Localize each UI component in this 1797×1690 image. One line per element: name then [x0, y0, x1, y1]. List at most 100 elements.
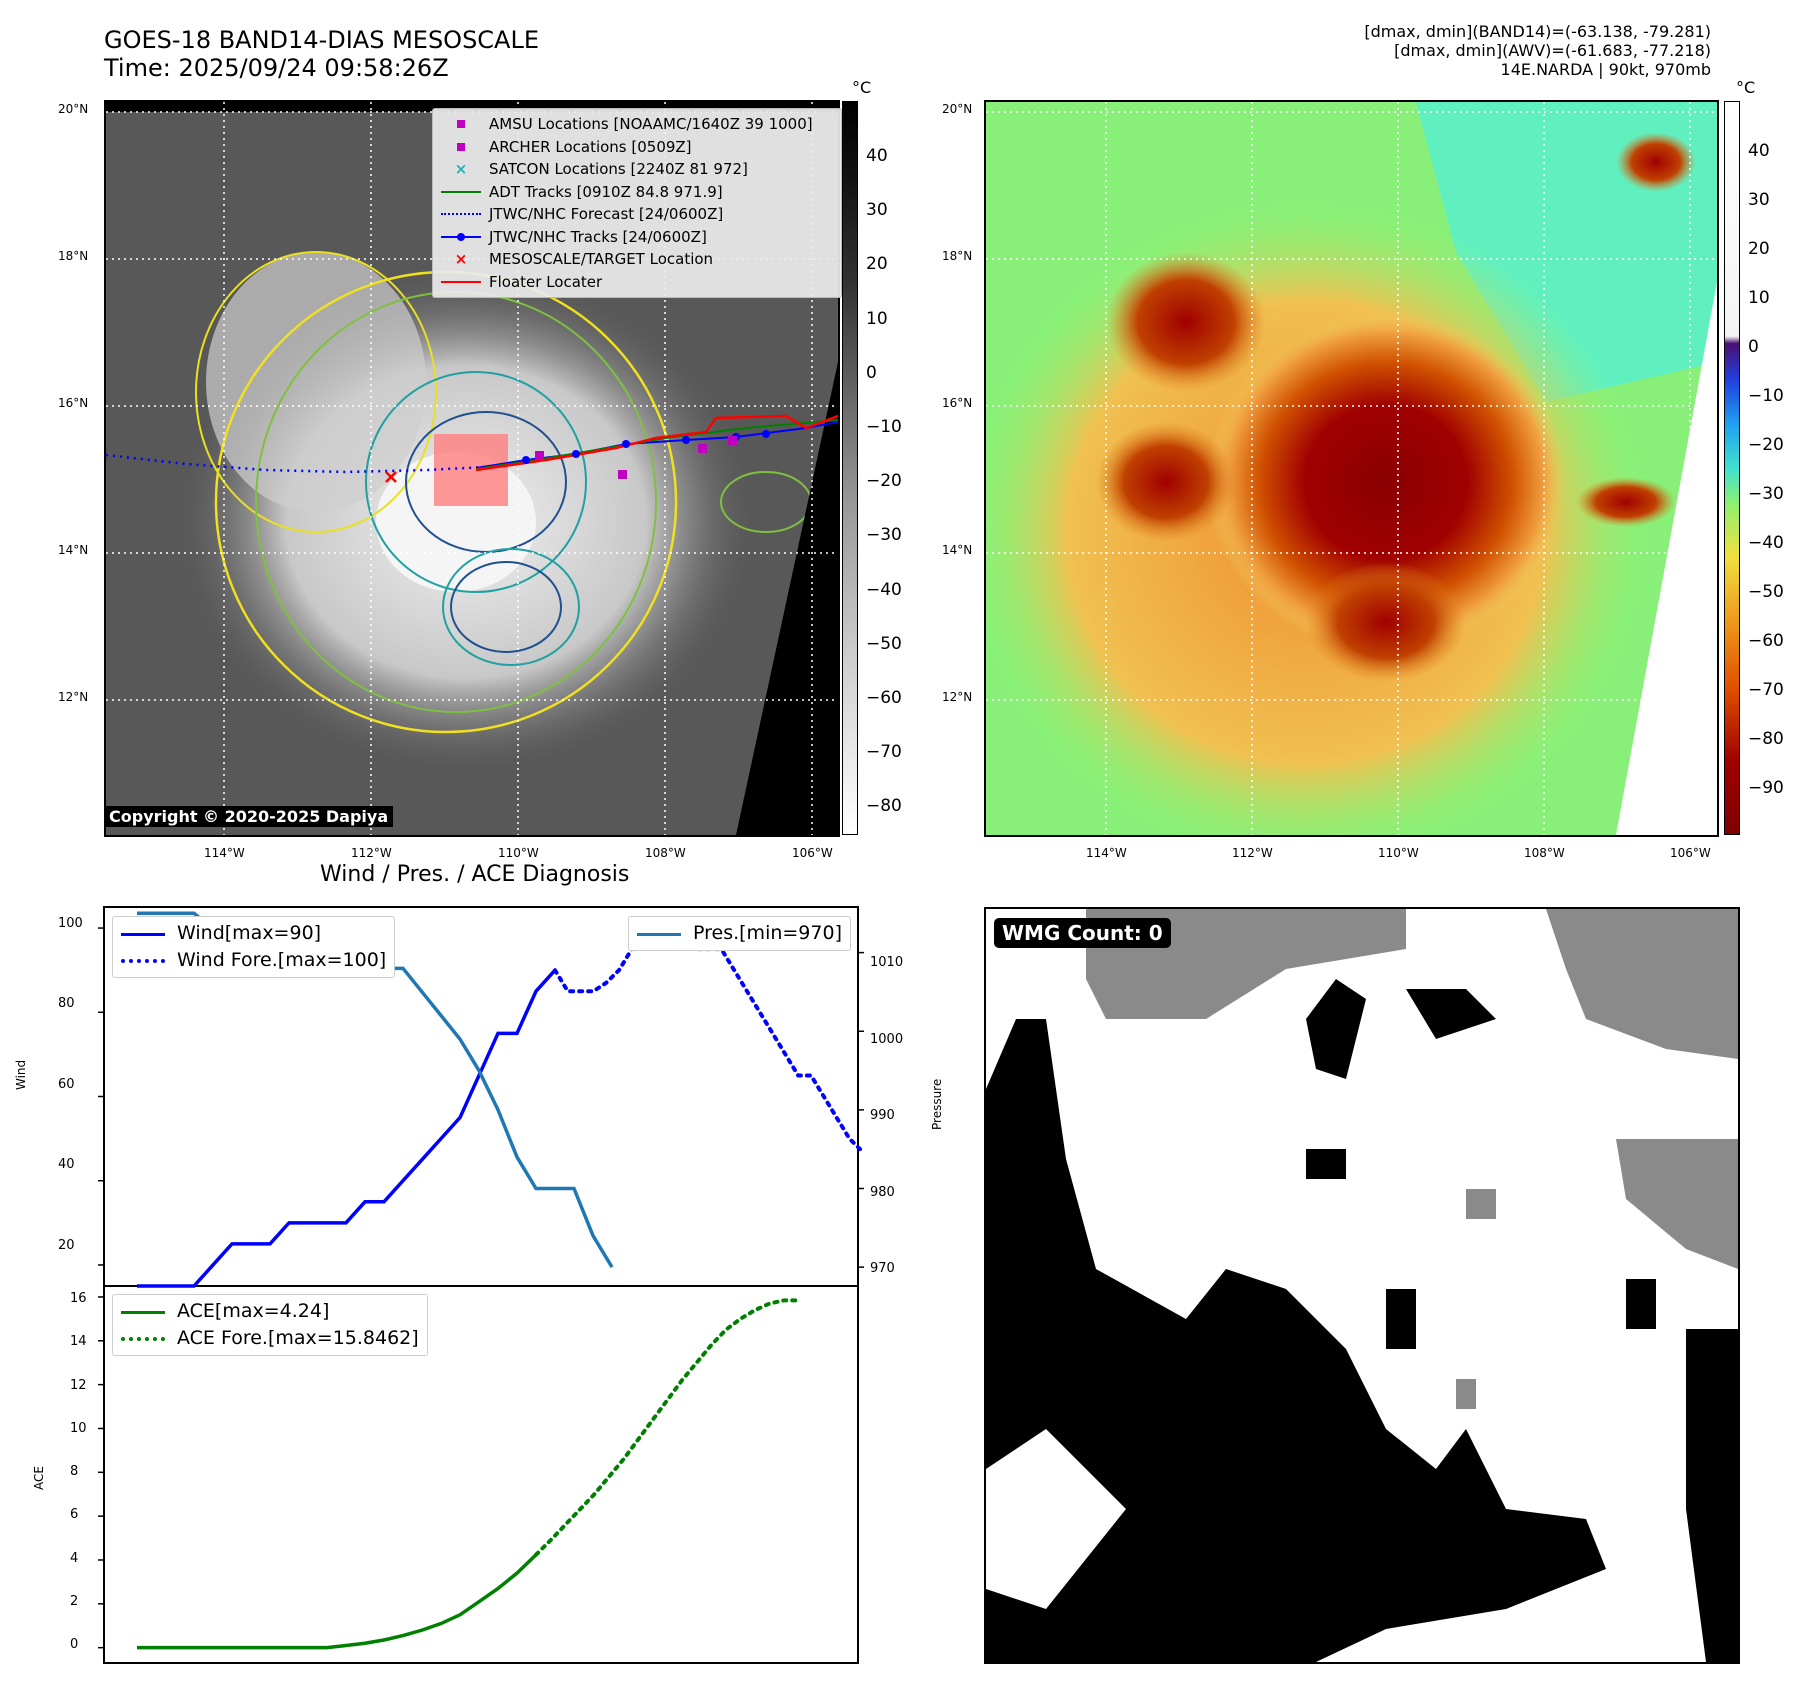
awv-cbar-tick: −60 [1748, 631, 1784, 651]
ir-lon-106: 106°W [792, 846, 833, 860]
pres-tick: 980 [870, 1185, 895, 1200]
awv-lat-16: 16°N [942, 396, 973, 410]
ir-lon-110: 110°W [498, 846, 539, 860]
ace-tick: 14 [70, 1334, 87, 1349]
legend-ace-label: ACE[max=4.24] [177, 1300, 330, 1322]
awv-map-svg [986, 102, 1717, 835]
wind-forecast-line [553, 926, 865, 1154]
awv-cbar-tick: 0 [1748, 337, 1759, 357]
wind-line [137, 968, 557, 1288]
pres-tick: 1010 [870, 955, 904, 970]
awv-cell-w [1096, 422, 1236, 542]
ace-tick: 12 [70, 1378, 87, 1393]
blue-dotted-line-icon [121, 956, 165, 966]
ir-lat-20: 20°N [58, 102, 89, 116]
awv-colorbar [1724, 101, 1740, 835]
wmg-white-pocket [986, 1429, 1126, 1609]
wind-tick: 20 [58, 1238, 75, 1253]
awv-cell-e [1576, 477, 1676, 527]
awv-cbar-tick: 10 [1748, 288, 1770, 308]
steelblue-line-icon [637, 929, 681, 939]
awv-nodata-wedge [1616, 282, 1717, 835]
wmg-mask-svg [986, 909, 1738, 1662]
ir-lat-14: 14°N [58, 543, 89, 557]
legend-pres-label: Pres.[min=970] [693, 922, 842, 944]
ace-legend: ACE[max=4.24] ACE Fore.[max=15.8462] [112, 1294, 428, 1356]
green-line-icon [121, 1307, 165, 1317]
diagnosis-title: Wind / Pres. / ACE Diagnosis [320, 862, 630, 887]
awv-lat-12: 12°N [942, 690, 973, 704]
legend-adt-label: ADT Tracks [0910Z 84.8 971.9] [489, 182, 723, 201]
legend-jtwc-tracks-label: JTWC/NHC Tracks [24/0600Z] [489, 227, 707, 246]
ace-tick: 8 [70, 1464, 79, 1479]
green-line-icon [441, 185, 481, 199]
awv-lon-106: 106°W [1670, 846, 1711, 860]
ir-colorbar [842, 101, 858, 835]
awv-cbar-tick: −30 [1748, 484, 1784, 504]
ir-cbar-tick: −40 [866, 580, 902, 600]
ir-colorbar-unit: °C [852, 78, 872, 97]
legend-satcon-label: SATCON Locations [2240Z 81 972] [489, 160, 748, 178]
pressure-legend: Pres.[min=970] [628, 916, 851, 951]
legend-archer-label: ARCHER Locations [0509Z] [489, 137, 692, 156]
awv-cell-ne [1616, 132, 1696, 192]
stats-header: [dmax, dmin](BAND14)=(-63.138, -79.281) … [1364, 22, 1711, 79]
awv-cbar-tick: −10 [1748, 386, 1784, 406]
wmg-count-badge: WMG Count: 0 [994, 918, 1171, 948]
wmg-mask-panel [984, 907, 1740, 1664]
awv-cell-s [1306, 562, 1466, 682]
ir-lon-112: 112°W [351, 846, 392, 860]
awv-lon-114: 114°W [1086, 846, 1127, 860]
awv-lon-112: 112°W [1232, 846, 1273, 860]
ir-cbar-tick: 10 [866, 309, 888, 329]
awv-lon-110: 110°W [1378, 846, 1419, 860]
wind-axis-label: Wind [14, 1059, 28, 1090]
ir-nodata-wedge [736, 102, 838, 835]
awv-lon-labels: 114°W 112°W 110°W 108°W 106°W [984, 846, 1719, 862]
legend-jtwc-forecast: JTWC/NHC Forecast [24/0600Z] [441, 203, 833, 226]
title-line1: GOES-18 BAND14-DIAS MESOSCALE [104, 26, 540, 54]
ir-lat-12: 12°N [58, 690, 89, 704]
ir-cbar-tick: −80 [866, 796, 902, 816]
ir-cbar-tick: −50 [866, 634, 902, 654]
mesoscale-target-marker [385, 471, 397, 483]
ir-legend: AMSU Locations [NOAAMC/1640Z 39 1000] AR… [432, 108, 842, 298]
floater-locater-track [475, 414, 838, 472]
awv-map [984, 100, 1719, 837]
legend-amsu-label: AMSU Locations [NOAAMC/1640Z 39 1000] [489, 115, 813, 133]
ir-cbar-tick: −70 [866, 742, 902, 762]
awv-cbar-tick: 20 [1748, 239, 1770, 259]
legend-ace: ACE[max=4.24] [121, 1298, 419, 1325]
ace-line [137, 1553, 538, 1650]
ir-lat-18: 18°N [58, 249, 89, 263]
pres-tick: 1000 [870, 1032, 904, 1047]
awv-cell-nw [1106, 252, 1266, 392]
awv-cbar-tick: −20 [1748, 435, 1784, 455]
ace-axes-frame [103, 1285, 859, 1664]
legend-pres: Pres.[min=970] [637, 920, 842, 947]
legend-satcon: × SATCON Locations [2240Z 81 972] [441, 158, 833, 181]
awv-storm-core [1206, 312, 1566, 652]
ace-tick: 10 [70, 1421, 87, 1436]
magenta-square-icon [441, 117, 481, 131]
awv-cbar-tick: −90 [1748, 778, 1784, 798]
awv-gridlines [986, 102, 1717, 835]
awv-lat-18: 18°N [942, 249, 973, 263]
amsu-archer-points [535, 436, 737, 479]
wmg-gray-regions [1086, 909, 1738, 1269]
diagnosis-lines [137, 911, 865, 1650]
jtwc-track-points [522, 430, 770, 464]
teal-x-icon: × [454, 160, 468, 179]
legend-floater: Floater Locater [441, 271, 833, 294]
ace-tick: 16 [70, 1291, 87, 1306]
diagnosis-chart [98, 906, 865, 1664]
legend-jtwc-tracks: JTWC/NHC Tracks [24/0600Z] [441, 226, 833, 249]
stats-line1: [dmax, dmin](BAND14)=(-63.138, -79.281) [1364, 22, 1711, 41]
ace-tick: 0 [70, 1637, 79, 1652]
awv-lon-108: 108°W [1524, 846, 1565, 860]
legend-floater-label: Floater Locater [489, 272, 603, 291]
wmg-black-regions [986, 979, 1738, 1662]
awv-colorbar-unit: °C [1736, 78, 1756, 97]
legend-mesoscale: × MESOSCALE/TARGET Location [441, 248, 833, 271]
legend-wind-label: Wind[max=90] [177, 922, 322, 944]
